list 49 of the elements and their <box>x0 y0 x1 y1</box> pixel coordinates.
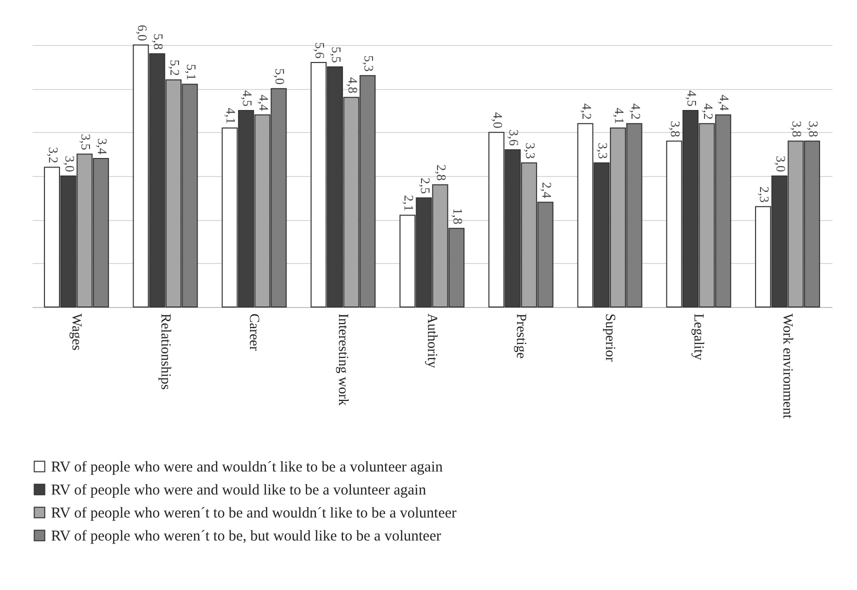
data-label: 4,2 <box>628 103 644 120</box>
data-label: 5,2 <box>167 60 182 76</box>
data-label: 1,8 <box>450 208 466 224</box>
data-label: 6,0 <box>134 24 150 41</box>
x-tick-label: Relationships <box>157 314 172 390</box>
data-label: 5,8 <box>151 33 166 50</box>
legend-label: RV of people who were and would like to be a volunteer again <box>51 482 427 498</box>
data-label: 2,8 <box>434 164 450 181</box>
x-tick-label: Wages <box>68 314 84 350</box>
data-label: 4,4 <box>717 94 732 112</box>
data-label: 3,0 <box>773 156 788 172</box>
x-tick-label: Work environment <box>780 314 795 419</box>
data-label: 3,3 <box>596 142 611 159</box>
data-label: 5,3 <box>362 55 377 72</box>
x-tick-label: Legality <box>690 314 706 360</box>
data-label: 3,3 <box>523 142 538 159</box>
data-label: 3,6 <box>506 130 522 146</box>
x-tick-label: Superior <box>602 314 617 362</box>
x-tick-label: Prestige <box>512 314 528 359</box>
data-label: 3,5 <box>78 134 94 150</box>
data-label: 5,1 <box>184 64 199 80</box>
x-tick-label: Career <box>246 314 262 352</box>
legend-label: RV of people who weren´t to be and wouldn´t like to be a volunteer <box>51 506 457 522</box>
data-label: 3,8 <box>668 120 684 138</box>
data-label: 5,6 <box>312 42 328 59</box>
x-tick-label: Interesting work <box>335 314 350 406</box>
data-label: 4,2 <box>700 103 716 120</box>
data-label: 5,5 <box>328 46 344 63</box>
data-label: 3,8 <box>790 120 805 138</box>
data-label: 3,0 <box>62 156 78 172</box>
x-tick-label: Authority <box>424 314 439 368</box>
legend-label: RV of people who weren´t to be, but would like to be a volunteer <box>51 528 442 544</box>
data-label: 4,5 <box>240 90 256 106</box>
data-label: 4,5 <box>684 90 700 106</box>
data-label: 4,4 <box>256 94 272 112</box>
data-label: 4,1 <box>612 108 627 124</box>
data-label: 4,8 <box>345 77 360 94</box>
data-label: 4,1 <box>224 108 239 124</box>
legend-label: RV of people who were and wouldn´t like to be a volunteer again <box>51 460 444 476</box>
data-label: 3,4 <box>94 138 110 156</box>
data-label: 4,0 <box>490 112 506 128</box>
data-label: 2,5 <box>418 178 433 194</box>
data-label: 3,2 <box>46 147 61 164</box>
data-label: 2,3 <box>757 186 772 203</box>
data-label: 4,2 <box>579 103 594 120</box>
data-label: 3,8 <box>806 120 822 138</box>
data-label: 5,0 <box>272 68 288 85</box>
data-label: 2,4 <box>539 182 554 199</box>
data-label: 2,1 <box>402 195 417 212</box>
